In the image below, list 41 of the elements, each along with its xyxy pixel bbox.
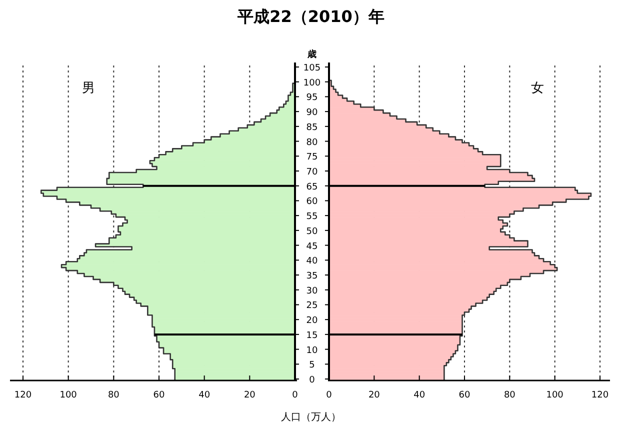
y-tick-label: 70 xyxy=(306,167,318,178)
x-tick-label: 120 xyxy=(14,390,32,400)
y-tick-label: 35 xyxy=(306,272,318,282)
y-tick-label: 10 xyxy=(306,346,318,356)
x-tick-label: 100 xyxy=(546,390,564,400)
y-tick-label: 65 xyxy=(306,182,318,192)
text: 女 xyxy=(531,81,544,96)
y-tick-label: 30 xyxy=(306,286,318,296)
y-tick-label: 50 xyxy=(306,226,318,237)
x-tick-label: 20 xyxy=(368,390,380,400)
y-tick-label: 15 xyxy=(306,330,318,341)
x-axis-title: 人口（万人） xyxy=(281,412,341,423)
y-tick-label: 105 xyxy=(303,63,321,74)
y-tick-label: 25 xyxy=(306,301,318,312)
y-tick-label: 5 xyxy=(309,360,315,371)
y-tick-label: 60 xyxy=(306,197,318,208)
chart-title: 平成22（2010）年 xyxy=(236,7,384,26)
y-axis-title: 歳 xyxy=(306,49,316,60)
y-tick-label: 100 xyxy=(303,78,321,88)
y-tick-label: 75 xyxy=(306,152,318,163)
x-tick-label: 100 xyxy=(60,390,78,400)
y-tick-label: 95 xyxy=(306,93,318,104)
y-tick-label: 45 xyxy=(306,242,318,252)
x-tick-label: 20 xyxy=(244,390,256,400)
x-tick-label: 40 xyxy=(414,390,426,400)
x-tick-label: 80 xyxy=(504,390,516,400)
y-tick-label: 0 xyxy=(309,376,316,386)
x-tick-label: 60 xyxy=(458,390,470,400)
text: 男 xyxy=(82,81,95,96)
y-tick-label: 90 xyxy=(306,108,318,118)
y-tick-label: 20 xyxy=(306,316,318,326)
y-tick-label: 55 xyxy=(306,212,318,222)
x-tick-label: 0 xyxy=(326,390,332,400)
x-tick-label: 120 xyxy=(591,390,609,400)
x-tick-label: 60 xyxy=(153,390,165,400)
y-tick-label: 40 xyxy=(306,256,318,267)
x-tick-label: 0 xyxy=(292,390,298,400)
x-tick-label: 80 xyxy=(108,390,120,400)
y-tick-label: 80 xyxy=(306,138,318,148)
y-tick-label: 85 xyxy=(306,122,318,133)
x-tick-label: 40 xyxy=(198,390,210,400)
